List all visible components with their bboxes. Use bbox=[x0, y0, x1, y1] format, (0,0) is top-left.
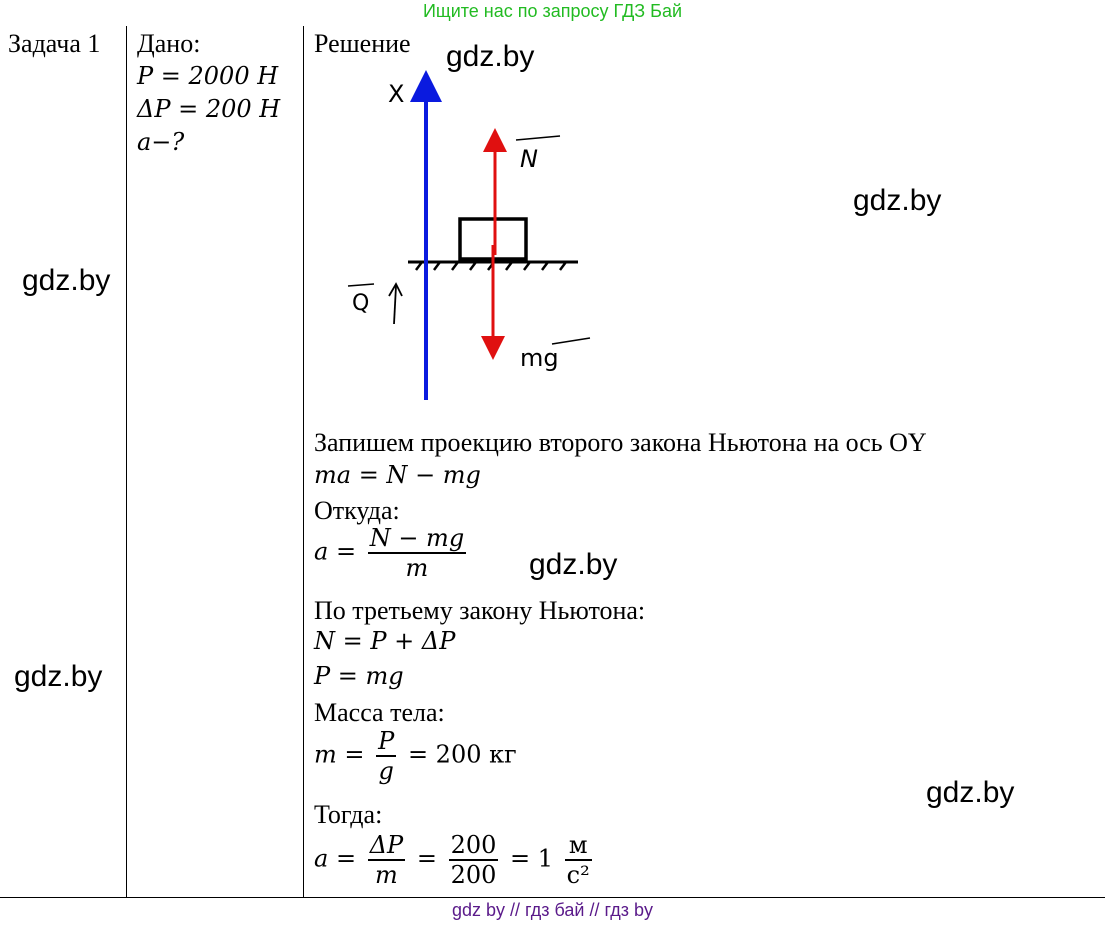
given-title: Дано: bbox=[137, 29, 201, 58]
equation-2-lhs: a = bbox=[314, 537, 357, 566]
solution-title: Решение bbox=[314, 29, 411, 58]
fraction-numerator: N − mg bbox=[369, 524, 465, 552]
equation-5: m = P g = 200 кг bbox=[314, 727, 517, 785]
top-banner[interactable]: Ищите нас по запросу ГДЗ Бай bbox=[422, 1, 683, 21]
force-label-q: Q bbox=[352, 291, 369, 316]
watermark: gdz.by bbox=[853, 184, 942, 217]
unit-numerator: м bbox=[568, 831, 588, 859]
fraction-bar bbox=[367, 859, 406, 861]
equation-6-equals: = bbox=[416, 844, 437, 873]
equation-5-rhs: = 200 кг bbox=[407, 740, 517, 769]
watermark: gdz.by bbox=[926, 776, 1015, 809]
vector-bar-icon bbox=[551, 337, 591, 345]
watermark: gdz.by bbox=[22, 264, 111, 297]
given-line-3: a−? bbox=[137, 128, 185, 156]
axis-label: X bbox=[388, 80, 404, 108]
fraction: N − mg m bbox=[367, 524, 467, 582]
unit-fraction: м с² bbox=[564, 831, 592, 889]
force-diagram: X N Q mg bbox=[347, 70, 591, 400]
equation-6-lhs: a = bbox=[314, 844, 357, 873]
table-bottom-border bbox=[0, 897, 1105, 898]
vector-bar-icon bbox=[347, 283, 375, 287]
text-body-mass: Масса тела: bbox=[314, 698, 445, 727]
fraction: ΔP m bbox=[367, 831, 406, 889]
fraction-denominator: m bbox=[375, 860, 398, 889]
fraction-bar bbox=[448, 859, 499, 861]
equation-5-lhs: m = bbox=[314, 740, 365, 769]
text-newton-projection: Запишем проекцию второго закона Ньютона … bbox=[314, 428, 927, 457]
equation-1: ma = N − mg bbox=[314, 461, 481, 489]
equation-2: a = N − mg m bbox=[314, 524, 470, 582]
text-whence: Откуда: bbox=[314, 496, 400, 525]
given-line-2: ΔP = 200 Н bbox=[137, 95, 281, 123]
column-divider-2 bbox=[303, 26, 304, 898]
fraction-numerator: 200 bbox=[450, 831, 497, 859]
equation-6-rhs: = 1 bbox=[510, 844, 554, 873]
force-label-mg: mg bbox=[520, 344, 559, 372]
task-label: Задача 1 bbox=[8, 29, 101, 58]
fraction: 200 200 bbox=[448, 831, 499, 889]
watermark: gdz.by bbox=[529, 548, 618, 581]
column-divider-1 bbox=[126, 26, 127, 898]
given-line-1: P = 2000 Н bbox=[137, 62, 279, 90]
text-then: Тогда: bbox=[314, 800, 383, 829]
up-arrow-icon bbox=[393, 285, 397, 325]
fraction: P g bbox=[376, 727, 397, 785]
fraction-numerator: ΔP bbox=[369, 831, 404, 859]
footer-links[interactable]: gdz by // гдз бай // гдз by bbox=[451, 900, 654, 920]
fraction-numerator: P bbox=[378, 727, 395, 755]
watermark: gdz.by bbox=[446, 40, 535, 73]
up-arrow-head-icon bbox=[388, 282, 403, 297]
force-label-n: N bbox=[520, 145, 538, 173]
equation-4: P = mg bbox=[314, 662, 404, 690]
fraction-denominator: m bbox=[405, 553, 429, 582]
equation-3: N = P + ΔP bbox=[314, 627, 456, 655]
equation-6: a = ΔP m = 200 200 = 1 м с² bbox=[314, 831, 596, 889]
vector-bar-icon bbox=[515, 135, 561, 141]
fraction-bar bbox=[376, 755, 397, 757]
fraction-bar bbox=[367, 552, 467, 554]
watermark: gdz.by bbox=[14, 660, 103, 693]
text-third-law: По третьему закону Ньютона: bbox=[314, 596, 646, 625]
unit-denominator: с² bbox=[566, 860, 590, 889]
fraction-bar bbox=[564, 859, 592, 861]
fraction-denominator: 200 bbox=[450, 860, 497, 889]
fraction-denominator: g bbox=[378, 756, 394, 785]
